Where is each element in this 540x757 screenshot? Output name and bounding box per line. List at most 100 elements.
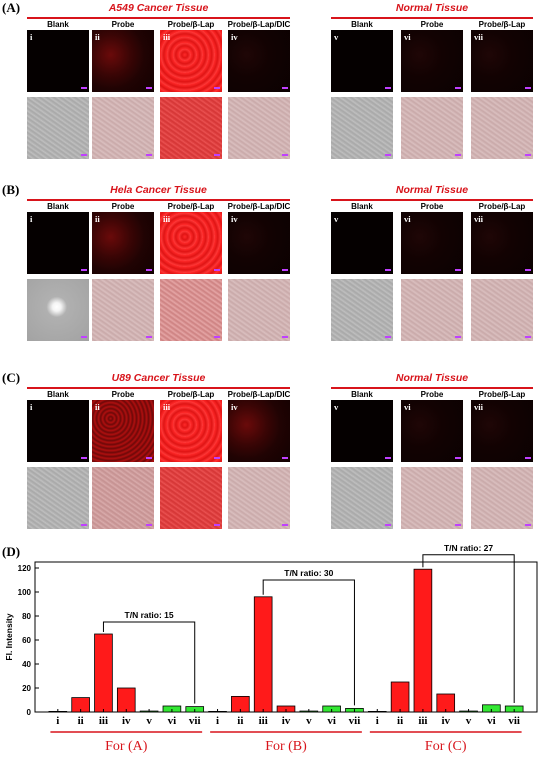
- column-header: Blank: [351, 202, 373, 211]
- scale-bar: [146, 336, 152, 338]
- fluorescence-image: iii: [160, 212, 222, 274]
- brightfield-overlay-image: [471, 279, 533, 341]
- x-tick-label: iii: [99, 715, 108, 727]
- tn-ratio-label: T/N ratio: 15: [125, 610, 174, 620]
- column-header: Probe/β-Lap: [478, 202, 526, 211]
- x-tick-label: v: [146, 715, 152, 727]
- tn-ratio-bracket: [262, 579, 355, 706]
- brightfield-overlay-image: [401, 279, 463, 341]
- fluorescence-image: v: [331, 30, 393, 92]
- scale-bar: [282, 154, 288, 156]
- image-roman-label: iv: [231, 402, 238, 412]
- brightfield-overlay-image: [27, 97, 89, 159]
- panel-label: (A): [2, 0, 21, 15]
- x-tick-label: iv: [441, 715, 450, 727]
- y-tick-label: 20: [22, 684, 31, 693]
- scale-bar: [385, 457, 391, 459]
- scale-bar: [146, 269, 152, 271]
- bar: [253, 596, 273, 713]
- fluorescence-image: iv: [228, 212, 290, 274]
- x-tick-label: iv: [122, 715, 131, 727]
- brightfield-overlay-image: [471, 97, 533, 159]
- scale-bar: [455, 87, 461, 89]
- brightfield-overlay-image: [27, 467, 89, 529]
- image-roman-label: v: [334, 32, 339, 42]
- x-tick-label: vi: [327, 715, 336, 727]
- y-tick-label: 60: [22, 636, 31, 645]
- scale-bar: [525, 269, 531, 271]
- scale-bar: [146, 87, 152, 89]
- fluorescence-image: ii: [92, 30, 154, 92]
- column-header: Blank: [47, 20, 69, 29]
- image-roman-label: i: [30, 402, 33, 412]
- scale-bar: [214, 336, 220, 338]
- normal-tissue-title: Normal Tissue: [395, 372, 469, 384]
- scale-bar: [385, 524, 391, 526]
- scale-bar: [214, 457, 220, 459]
- column-header: Probe/β-Lap: [478, 390, 526, 399]
- group-label: For (A): [105, 739, 148, 754]
- x-tick-label: ii: [397, 715, 403, 727]
- brightfield-overlay-image: [228, 97, 290, 159]
- scale-bar: [214, 269, 220, 271]
- fluorescence-image: vi: [401, 30, 463, 92]
- scale-bar: [455, 524, 461, 526]
- column-header: Probe/β-Lap: [167, 390, 215, 399]
- scale-bar: [455, 154, 461, 156]
- scale-bar: [282, 269, 288, 271]
- column-header: Probe/β-Lap/DIC: [227, 390, 291, 399]
- image-roman-label: vii: [474, 32, 483, 42]
- tn-ratio-label: T/N ratio: 30: [284, 568, 333, 578]
- panel-label: (D): [2, 544, 21, 559]
- scale-bar: [385, 87, 391, 89]
- scale-bar: [81, 457, 87, 459]
- scale-bar: [81, 87, 87, 89]
- image-roman-label: iv: [231, 32, 238, 42]
- scale-bar: [525, 524, 531, 526]
- brightfield-overlay-image: [92, 279, 154, 341]
- fluorescence-image: iii: [160, 400, 222, 462]
- brightfield-overlay-image: [471, 467, 533, 529]
- image-roman-label: vii: [474, 402, 483, 412]
- scale-bar: [81, 269, 87, 271]
- fluorescence-image: iv: [228, 30, 290, 92]
- brightfield-overlay-image: [27, 279, 89, 341]
- y-tick-label: 80: [22, 612, 31, 621]
- fluorescence-image: ii: [92, 400, 154, 462]
- x-tick-label: vii: [508, 715, 520, 727]
- scale-bar: [282, 457, 288, 459]
- brightfield-overlay-image: [331, 97, 393, 159]
- image-roman-label: ii: [95, 32, 100, 42]
- scale-bar: [455, 336, 461, 338]
- image-roman-label: vi: [404, 214, 411, 224]
- scale-bar: [146, 524, 152, 526]
- x-tick-label: i: [56, 715, 59, 727]
- column-header: Probe/β-Lap/DIC: [227, 202, 291, 211]
- x-tick-label: i: [376, 715, 379, 727]
- panel-label: (C): [2, 370, 21, 385]
- y-tick-label: 100: [18, 588, 32, 597]
- image-roman-label: iii: [163, 32, 171, 42]
- fluorescence-image: vii: [471, 212, 533, 274]
- fluorescence-image: vi: [401, 212, 463, 274]
- y-tick-label: 0: [27, 708, 32, 717]
- x-tick-label: vii: [349, 715, 361, 727]
- y-axis-label: Fl. Intensity: [4, 613, 14, 661]
- image-roman-label: iv: [231, 214, 238, 224]
- x-tick-label: iv: [282, 715, 291, 727]
- brightfield-overlay-image: [401, 97, 463, 159]
- normal-title-underline: [331, 199, 533, 201]
- group-label: For (B): [265, 739, 307, 754]
- x-tick-label: vi: [487, 715, 496, 727]
- scale-bar: [282, 524, 288, 526]
- scale-bar: [455, 457, 461, 459]
- cancer-title-underline: [27, 387, 290, 389]
- bar: [116, 687, 136, 713]
- fluorescence-image: vii: [471, 400, 533, 462]
- brightfield-overlay-image: [92, 97, 154, 159]
- fluorescence-image: v: [331, 212, 393, 274]
- y-tick-label: 120: [18, 564, 32, 573]
- x-tick-label: vi: [168, 715, 177, 727]
- x-tick-label: v: [306, 715, 312, 727]
- brightfield-overlay-image: [160, 467, 222, 529]
